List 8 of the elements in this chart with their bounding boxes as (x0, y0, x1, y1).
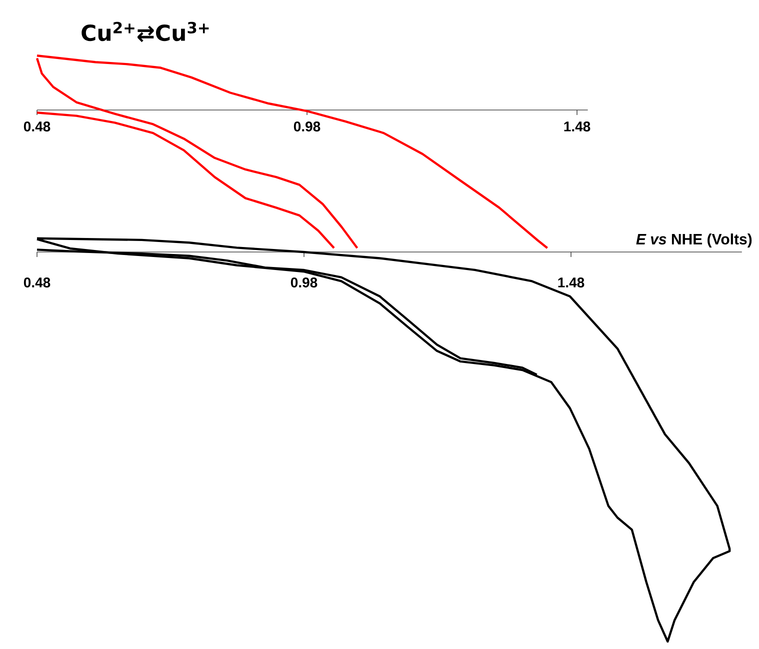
x-tick-label: 0.98 (290, 278, 318, 288)
x-tick-label: 0.98 (294, 122, 320, 132)
x-tick-label: 1.48 (558, 278, 584, 288)
x-axis-title: E vs NHE (Volts) (636, 233, 752, 248)
chart-title: Cu$^{2+}$⇄Cu$^{3+}$ (82, 22, 209, 42)
x-tick-label: 0.48 (24, 278, 50, 288)
x-tick-label: 0.48 (24, 122, 50, 132)
x-tick-label: 1.48 (564, 122, 590, 132)
